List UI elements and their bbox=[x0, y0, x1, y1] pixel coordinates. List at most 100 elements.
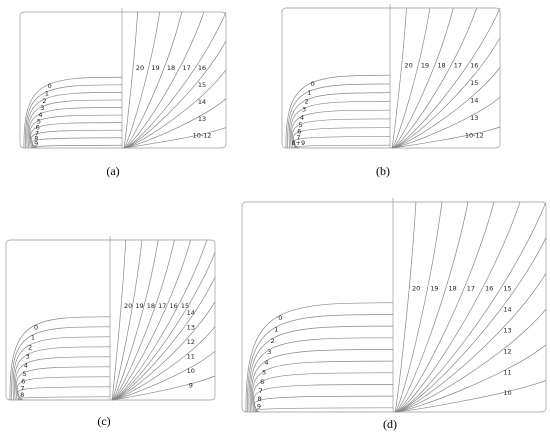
right-section bbox=[111, 239, 175, 401]
station-label: 2 bbox=[28, 343, 32, 351]
hull-frame bbox=[281, 7, 501, 149]
station-label: 1 bbox=[307, 89, 311, 97]
station-label: 10 bbox=[503, 389, 511, 397]
panel-caption: (b) bbox=[376, 164, 390, 178]
right-section bbox=[123, 11, 183, 149]
station-label: 10 bbox=[187, 367, 195, 375]
left-section bbox=[248, 325, 394, 413]
station-label: 17 bbox=[454, 62, 462, 70]
station-label: 8 bbox=[34, 135, 38, 143]
left-section bbox=[16, 376, 111, 401]
station-label: 5 bbox=[22, 370, 26, 378]
right-section bbox=[391, 126, 501, 149]
left-section bbox=[291, 109, 391, 149]
panel-caption: (c) bbox=[97, 414, 110, 428]
station-label: 1 bbox=[45, 90, 49, 98]
right-section bbox=[394, 201, 521, 413]
station-label: 6 bbox=[297, 128, 301, 136]
station-label: 14 bbox=[198, 98, 206, 106]
right-section bbox=[123, 11, 205, 149]
station-label: 0 bbox=[34, 323, 38, 331]
station-label: 7 bbox=[35, 129, 39, 137]
station-label: 13 bbox=[503, 326, 511, 334]
station-label: 5 bbox=[262, 369, 266, 377]
station-label: 4 bbox=[300, 113, 304, 121]
left-section bbox=[292, 118, 391, 149]
left-section bbox=[17, 396, 111, 401]
left-section bbox=[254, 395, 394, 413]
station-label: 3 bbox=[267, 348, 271, 356]
right-section bbox=[391, 96, 501, 149]
left-section bbox=[293, 144, 391, 149]
right-section bbox=[123, 69, 227, 149]
left-section bbox=[251, 349, 394, 413]
station-label: 3 bbox=[302, 106, 306, 114]
panel-caption: (d) bbox=[383, 417, 397, 431]
left-section bbox=[252, 360, 394, 413]
station-label: 18 bbox=[167, 64, 175, 72]
left-section bbox=[30, 122, 123, 149]
right-section bbox=[391, 67, 501, 149]
right-section bbox=[111, 326, 216, 401]
station-label: 16 bbox=[170, 302, 178, 310]
station-label: 15 bbox=[198, 81, 206, 89]
station-label: 15 bbox=[470, 79, 478, 87]
station-label: 9 bbox=[257, 402, 261, 410]
left-section bbox=[245, 302, 394, 413]
station-label: 3 bbox=[26, 353, 30, 361]
right-section bbox=[123, 40, 227, 149]
station-label: 14 bbox=[470, 96, 478, 104]
left-section bbox=[15, 356, 111, 401]
right-section bbox=[394, 308, 547, 413]
station-label: 16 bbox=[198, 64, 206, 72]
right-section bbox=[111, 252, 216, 401]
station-label: 19 bbox=[430, 285, 438, 293]
left-section bbox=[31, 129, 123, 149]
station-label: 15 bbox=[503, 285, 511, 293]
left-section bbox=[288, 92, 391, 149]
right-section bbox=[111, 375, 216, 401]
hull-frame bbox=[19, 11, 227, 149]
left-section bbox=[17, 386, 111, 401]
station-label: 18 bbox=[147, 302, 155, 310]
station-label: 4 bbox=[38, 111, 42, 119]
station-label: 14 bbox=[187, 309, 195, 317]
left-section bbox=[16, 366, 111, 401]
left-section bbox=[249, 337, 394, 413]
station-label: 7 bbox=[20, 385, 24, 393]
right-section bbox=[394, 201, 417, 413]
right-section bbox=[394, 201, 495, 413]
left-section bbox=[285, 74, 391, 149]
station-label: 10-12 bbox=[193, 132, 212, 140]
right-section bbox=[394, 237, 547, 413]
station-label: 13 bbox=[470, 114, 478, 122]
station-label: 19 bbox=[151, 64, 159, 72]
station-label: 6 bbox=[21, 378, 25, 386]
station-label: 18 bbox=[437, 62, 445, 70]
left-section bbox=[293, 136, 391, 149]
station-label: 20 bbox=[412, 285, 420, 293]
right-section bbox=[111, 239, 143, 401]
right-section bbox=[111, 239, 127, 401]
station-label: 16 bbox=[485, 285, 493, 293]
left-section bbox=[14, 346, 111, 401]
left-section bbox=[9, 316, 111, 401]
station-label: 7 bbox=[259, 387, 263, 395]
right-section bbox=[394, 273, 547, 413]
left-section bbox=[31, 137, 123, 149]
station-label: 17 bbox=[467, 285, 475, 293]
right-section bbox=[394, 380, 547, 413]
station-label: 7 bbox=[296, 134, 300, 142]
left-section bbox=[287, 83, 391, 149]
right-section bbox=[391, 7, 454, 149]
station-label: 18 bbox=[449, 285, 457, 293]
station-label: 3 bbox=[40, 104, 44, 112]
station-label: 0 bbox=[48, 82, 52, 90]
station-label: 2 bbox=[42, 97, 46, 105]
station-label: 8 bbox=[257, 395, 261, 403]
right-section bbox=[394, 344, 547, 413]
station-label: 5 bbox=[298, 121, 302, 129]
left-section bbox=[292, 127, 391, 149]
station-label: 4 bbox=[24, 362, 28, 370]
